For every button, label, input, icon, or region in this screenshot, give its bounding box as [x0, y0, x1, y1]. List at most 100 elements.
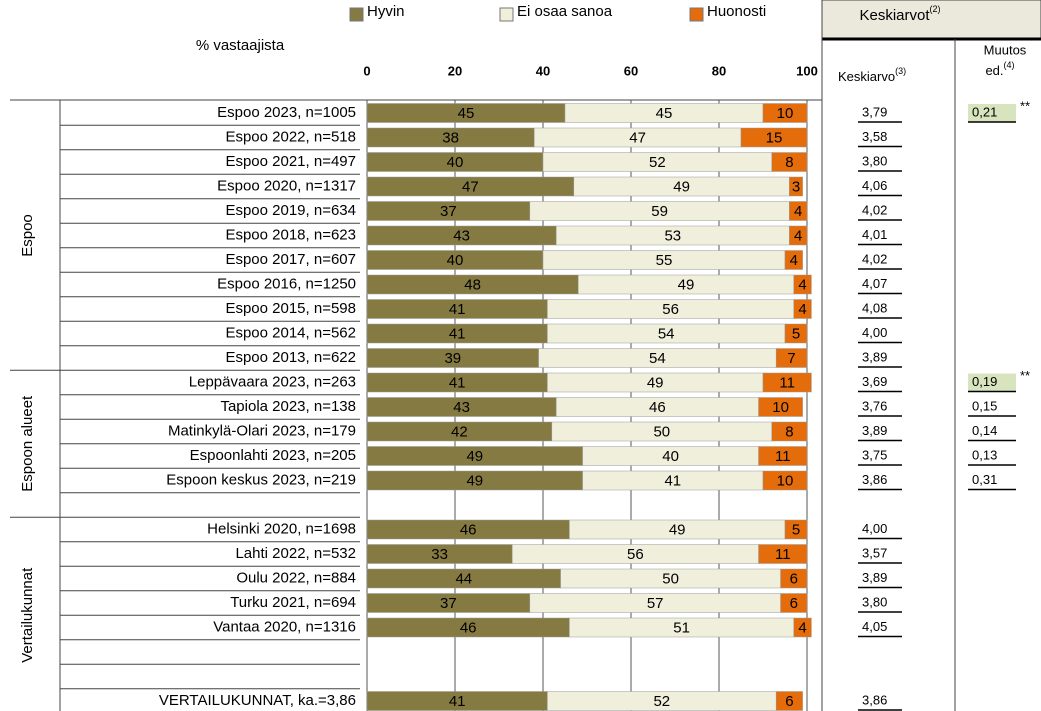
bar-value-label: 41 — [449, 301, 466, 318]
average-value: 4,06 — [862, 178, 887, 193]
row-label: Espoo 2020, n=1317 — [217, 177, 356, 194]
change-value: 0,21 — [972, 104, 997, 119]
change-value: 0,13 — [972, 447, 997, 462]
bar-value-label: 40 — [447, 252, 464, 269]
row-label: Vantaa 2020, n=1316 — [213, 618, 356, 635]
average-value: 3,80 — [862, 594, 887, 609]
x-tick-label: 0 — [363, 63, 370, 78]
average-value: 3,58 — [862, 129, 887, 144]
bar-value-label: 11 — [779, 374, 795, 391]
change-header: Muutos — [984, 42, 1027, 57]
bar-segment — [740, 127, 808, 148]
change-value: 0,31 — [972, 472, 997, 487]
bar-value-label: 49 — [673, 178, 690, 195]
bar-value-label: 4 — [794, 227, 802, 244]
bar-value-label: 6 — [790, 595, 798, 612]
bar-value-label: 50 — [662, 570, 679, 587]
bar-value-label: 53 — [664, 227, 681, 244]
average-value: 4,02 — [862, 251, 887, 266]
row-label: Espoo 2017, n=607 — [225, 251, 356, 268]
x-tick-label: 80 — [712, 63, 726, 78]
bar-value-label: 41 — [449, 693, 466, 710]
bar-segment — [762, 103, 808, 123]
row-label: Espoo 2023, n=1005 — [217, 104, 356, 121]
bar-value-label: 42 — [451, 423, 468, 440]
row-label: Matinkylä-Olari 2023, n=179 — [168, 422, 356, 439]
row-label: Espoo 2018, n=623 — [225, 226, 356, 243]
bar-value-label: 39 — [444, 350, 461, 367]
row-label: Leppävaara 2023, n=263 — [189, 373, 356, 390]
bar-value-label: 15 — [766, 129, 783, 146]
average-value: 3,75 — [862, 447, 887, 462]
bar-value-label: 49 — [647, 374, 664, 391]
bar-value-label: 4 — [790, 252, 798, 269]
bar-segment — [762, 470, 808, 491]
bar-value-label: 56 — [627, 546, 644, 563]
average-value: 4,01 — [862, 227, 887, 242]
row-label: Espoo 2016, n=1250 — [217, 275, 356, 292]
average-header: Keskiarvo(3) — [838, 66, 906, 84]
bar-value-label: 46 — [460, 619, 477, 636]
bar-segment — [784, 250, 803, 270]
x-tick-label: 60 — [624, 63, 638, 78]
bar-value-label: 51 — [673, 619, 690, 636]
bar-value-label: 52 — [653, 693, 670, 710]
row-label: Oulu 2022, n=884 — [236, 569, 356, 586]
bar-value-label: 6 — [790, 570, 798, 587]
bar-value-label: 57 — [647, 595, 664, 612]
bar-segment — [789, 176, 803, 197]
legend-swatch — [689, 7, 704, 22]
average-value: 3,86 — [862, 472, 887, 487]
change-highlight — [968, 373, 1016, 392]
row-label: Espoo 2019, n=634 — [225, 202, 356, 219]
bar-value-label: 10 — [777, 472, 794, 489]
row-label: Espoonlahti 2023, n=205 — [190, 447, 356, 464]
bar-value-label: 10 — [777, 105, 794, 122]
bar-value-label: 5 — [792, 325, 800, 342]
bar-value-label: 56 — [662, 301, 679, 318]
row-label: Tapiola 2023, n=138 — [220, 398, 356, 415]
row-label: Helsinki 2020, n=1698 — [207, 520, 356, 537]
bar-value-label: 38 — [442, 129, 459, 146]
bar-segment — [793, 617, 812, 638]
bar-value-label: 4 — [798, 276, 806, 293]
bar-segment — [789, 201, 808, 221]
row-label: Turku 2021, n=694 — [230, 594, 356, 611]
bar-segment — [758, 446, 808, 466]
change-value: 0,19 — [972, 374, 997, 389]
row-label: VERTAILUKUNNAT, ka.=3,86 — [159, 692, 356, 709]
bar-value-label: 8 — [785, 423, 793, 440]
change-value: 0,14 — [972, 423, 997, 438]
group-label: Espoo — [19, 214, 36, 257]
bar-value-label: 47 — [462, 178, 479, 195]
bar-value-label: 40 — [447, 154, 464, 171]
x-tick-label: 40 — [536, 63, 550, 78]
bar-segment — [758, 397, 803, 417]
row-label: Espoo 2015, n=598 — [225, 300, 356, 317]
bar-segment — [780, 568, 808, 589]
bar-value-label: 46 — [649, 399, 666, 416]
average-value: 4,00 — [862, 325, 887, 340]
bar-value-label: 54 — [658, 325, 675, 342]
bar-value-label: 50 — [653, 423, 670, 440]
bar-value-label: 37 — [440, 203, 457, 220]
bar-value-label: 52 — [649, 154, 666, 171]
bar-value-label: 11 — [775, 448, 791, 465]
bar-segment — [784, 323, 808, 344]
bar-value-label: 37 — [440, 595, 457, 612]
bar-value-label: 41 — [664, 472, 681, 489]
average-value: 3,89 — [862, 570, 887, 585]
row-label: Espoo 2013, n=622 — [225, 349, 356, 366]
bar-segment — [775, 348, 808, 368]
change-highlight — [968, 104, 1016, 122]
bar-value-label: 59 — [651, 203, 668, 220]
bar-value-label: 47 — [629, 129, 646, 146]
bar-value-label: 44 — [455, 570, 472, 587]
bar-segment — [762, 372, 812, 393]
bar-segment — [784, 519, 808, 540]
bar-value-label: 45 — [458, 105, 475, 122]
bar-value-label: 49 — [669, 521, 686, 538]
average-value: 3,76 — [862, 398, 887, 413]
average-value: 4,02 — [862, 202, 887, 217]
legend-swatch — [499, 7, 514, 22]
